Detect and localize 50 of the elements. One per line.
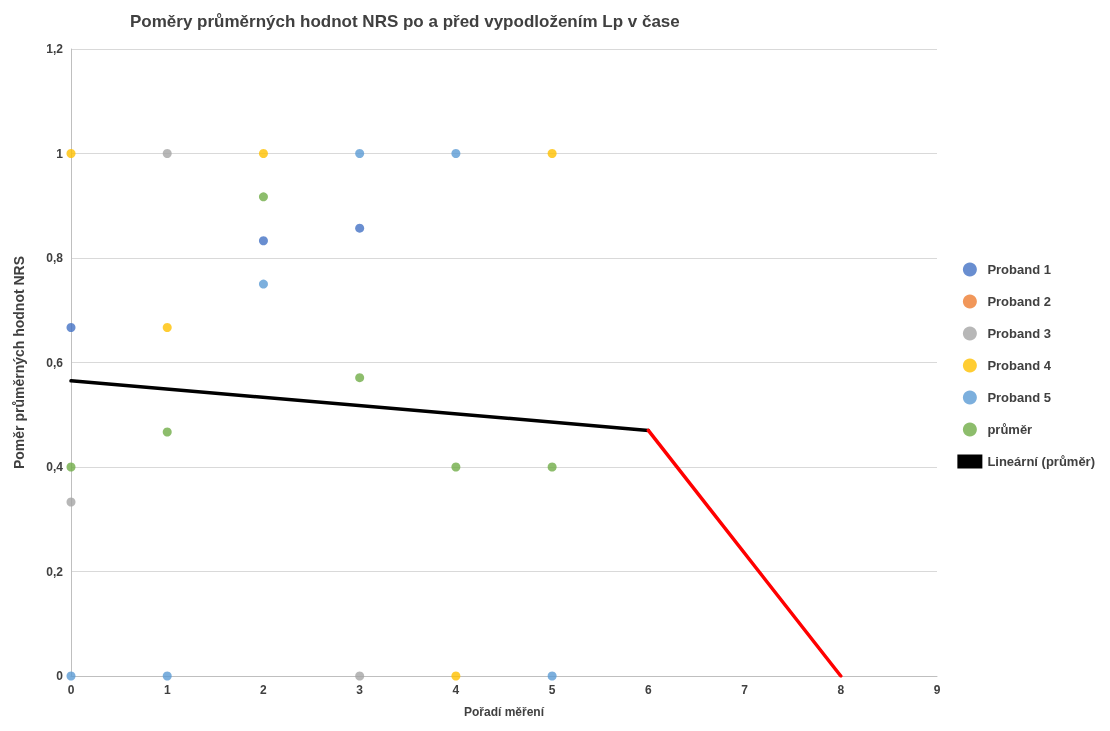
x-tick-label: 4: [452, 683, 460, 697]
point: [258, 236, 268, 246]
x-tick-label: 6: [644, 683, 652, 697]
point: [66, 322, 76, 332]
x-tick-label: 5: [548, 683, 556, 697]
legend-label: Proband 4: [987, 358, 1052, 373]
legend-label: Lineární (průměr): [987, 454, 1095, 469]
x-tick-label: 8: [837, 683, 845, 697]
point: [547, 671, 557, 681]
point: [547, 462, 557, 472]
legend-label: průměr: [987, 422, 1033, 437]
point: [258, 279, 268, 289]
y-tick-label: 0,6: [46, 355, 64, 370]
y-tick-label: 0,2: [46, 564, 64, 579]
point: [451, 671, 461, 681]
point: [547, 149, 557, 158]
y-tick-label: 1: [56, 146, 64, 161]
x-tick-label: 2: [260, 683, 268, 697]
point: [258, 192, 268, 202]
point: [66, 149, 76, 158]
point: [162, 149, 172, 158]
point: [162, 427, 172, 437]
legend-label: Proband 3: [987, 326, 1051, 341]
y-tick-label: 0,4: [46, 460, 64, 474]
x-tick-label: 0: [67, 683, 75, 697]
x-tick-label: 1: [163, 683, 171, 697]
y-axis-title: Poměr průměrných hodnot NRS: [11, 255, 27, 470]
point: [355, 671, 365, 681]
legend-label: Proband 5: [987, 390, 1051, 405]
point: [66, 462, 76, 472]
point: [162, 322, 172, 332]
point: [355, 373, 365, 383]
chart-title: Poměry průměrných hodnot NRS po a před vypodložením Lp v čase: [130, 12, 680, 31]
legend-label: Proband 1: [987, 262, 1051, 277]
point: [66, 671, 76, 681]
x-tick-label: 7: [741, 683, 749, 697]
x-axis-title: Pořadí měření: [463, 705, 545, 719]
point: [66, 497, 76, 507]
legend-label: Proband 2: [987, 294, 1051, 309]
x-tick-label: 9: [933, 683, 941, 697]
point: [162, 671, 172, 681]
point: [355, 223, 365, 233]
point: [451, 149, 461, 158]
point: [451, 462, 461, 472]
point: [258, 149, 268, 158]
point: [355, 149, 365, 158]
x-tick-label: 3: [356, 683, 364, 697]
y-tick-label: 0,8: [46, 251, 64, 265]
y-tick-label: 0: [56, 669, 64, 683]
y-tick-label: 1,2: [46, 42, 64, 56]
